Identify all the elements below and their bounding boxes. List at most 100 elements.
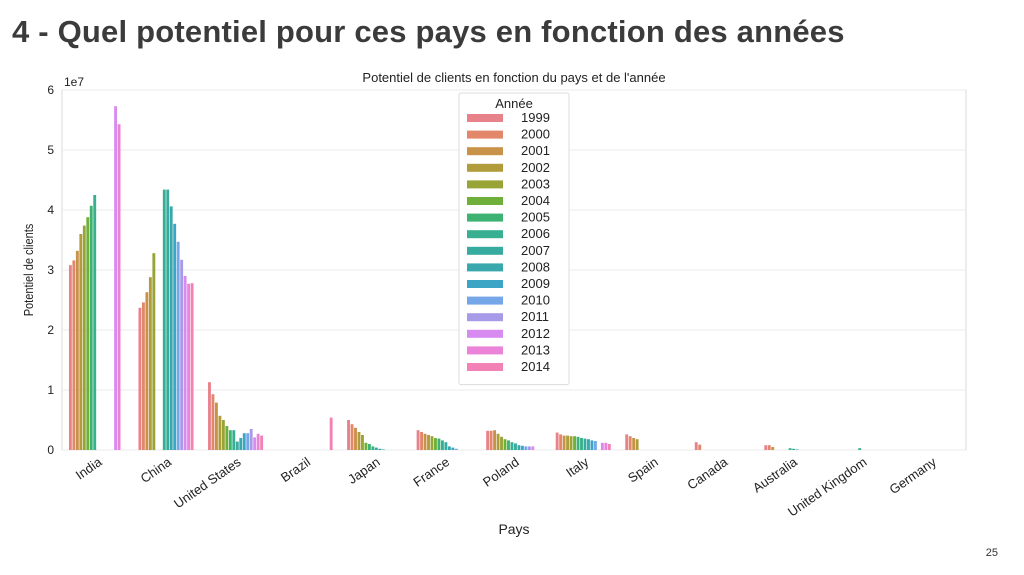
legend-label: 2012 xyxy=(521,326,550,341)
legend-label: 2000 xyxy=(521,127,550,142)
bar xyxy=(795,449,799,450)
bar xyxy=(141,302,145,450)
x-tick-label: Germany xyxy=(887,454,940,497)
legend-swatch xyxy=(467,197,503,205)
bar xyxy=(228,430,232,450)
bar xyxy=(416,430,420,450)
bar xyxy=(180,259,184,450)
bar xyxy=(451,447,455,450)
legend-swatch xyxy=(467,246,503,255)
legend-label: 2004 xyxy=(521,193,550,208)
bar xyxy=(347,420,350,450)
bar xyxy=(221,420,225,450)
bar xyxy=(437,438,441,450)
bar xyxy=(434,438,437,450)
bar xyxy=(764,445,768,450)
x-tick-label: Australia xyxy=(750,454,801,496)
bar xyxy=(694,442,698,450)
bar xyxy=(507,440,510,450)
bar xyxy=(600,442,604,450)
bar xyxy=(788,448,792,450)
legend-swatch xyxy=(467,313,503,322)
legend-swatch xyxy=(467,346,503,355)
bar xyxy=(420,432,423,450)
legend-label: 2009 xyxy=(521,276,550,291)
x-tick-label: Canada xyxy=(684,454,731,493)
bar xyxy=(771,447,775,450)
bar xyxy=(628,436,632,450)
bar xyxy=(183,276,187,450)
bar xyxy=(493,430,497,450)
bar xyxy=(440,440,444,450)
bar xyxy=(354,427,357,450)
bar xyxy=(593,441,597,450)
legend-title: Année xyxy=(495,96,533,111)
bar xyxy=(211,394,215,450)
bar xyxy=(590,440,594,450)
legend-label: 2005 xyxy=(521,210,550,225)
legend-label: 2008 xyxy=(521,259,550,274)
legend-swatch xyxy=(467,230,503,239)
legend-swatch xyxy=(467,180,503,189)
legend-label: 1999 xyxy=(521,110,550,125)
bar xyxy=(246,433,250,450)
x-tick-label: China xyxy=(138,454,175,486)
bar xyxy=(367,444,371,450)
bar xyxy=(587,439,590,450)
slide-title: 4 - Quel potentiel pour ces pays en fonc… xyxy=(12,14,845,49)
bar xyxy=(176,241,180,450)
bar xyxy=(68,265,72,450)
bar xyxy=(152,253,156,450)
legend-swatch xyxy=(467,363,503,371)
bar xyxy=(562,435,566,450)
bar xyxy=(173,223,177,450)
y-tick-label: 6 xyxy=(47,83,54,97)
x-axis-label: Pays xyxy=(498,521,529,537)
bar xyxy=(249,429,253,450)
y-tick-label: 4 xyxy=(47,203,54,217)
bar xyxy=(514,443,517,450)
legend-swatch xyxy=(467,147,503,156)
y-tick-label: 3 xyxy=(47,263,54,277)
bar xyxy=(256,433,260,450)
legend-label: 2011 xyxy=(521,309,549,324)
bar xyxy=(486,430,490,450)
legend-swatch xyxy=(467,280,503,288)
bar xyxy=(72,260,76,450)
legend-label: 2007 xyxy=(521,243,550,258)
bar xyxy=(580,438,583,450)
bar xyxy=(555,432,559,450)
y-tick-label: 1 xyxy=(47,383,54,397)
bar xyxy=(520,445,524,450)
y-axis-label: Potentiel de clients xyxy=(21,224,36,317)
x-tick-label: France xyxy=(410,454,452,489)
x-tick-label: Brazil xyxy=(278,454,313,485)
y-tick-label: 5 xyxy=(47,143,54,157)
legend-swatch xyxy=(467,296,503,305)
bar xyxy=(329,417,333,450)
bar xyxy=(214,402,218,450)
bar xyxy=(350,424,354,450)
bar xyxy=(517,445,521,450)
bar xyxy=(190,283,194,450)
x-tick-label: India xyxy=(73,454,105,483)
bar xyxy=(381,449,385,450)
y-tick-label: 2 xyxy=(47,323,54,337)
legend-label: 2003 xyxy=(521,176,550,191)
bar xyxy=(364,442,368,450)
y-tick-label: 0 xyxy=(47,443,54,457)
bar xyxy=(117,124,121,450)
bar xyxy=(625,434,629,450)
bar xyxy=(378,448,382,450)
bar xyxy=(500,436,503,450)
legend-swatch xyxy=(467,213,503,222)
legend-swatch xyxy=(467,329,503,338)
bar xyxy=(235,441,239,450)
bar xyxy=(253,437,257,450)
bar xyxy=(260,435,264,450)
bar xyxy=(187,283,191,450)
bar xyxy=(148,277,152,450)
bar xyxy=(858,448,862,450)
bar xyxy=(169,206,173,450)
bar xyxy=(162,189,166,450)
